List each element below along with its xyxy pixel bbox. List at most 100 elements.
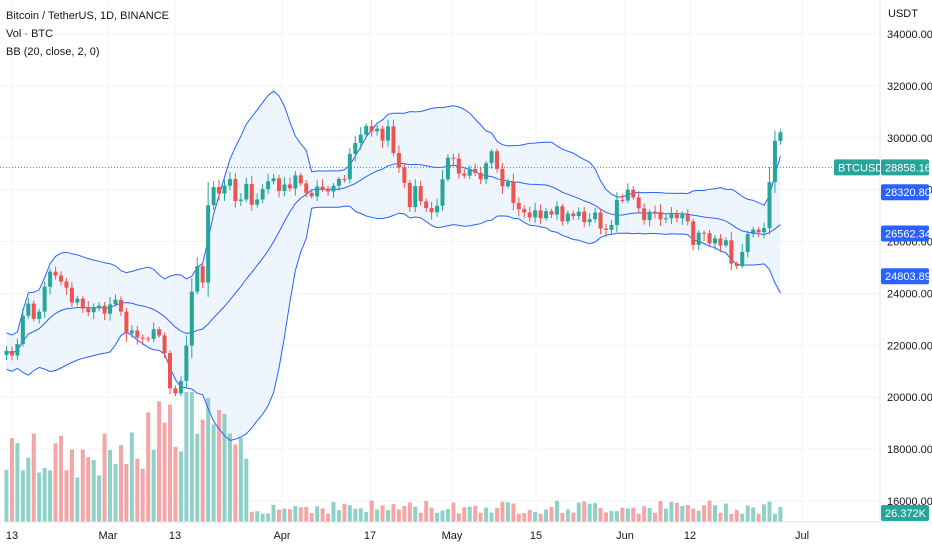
candle-body xyxy=(151,329,156,339)
time-axis[interactable]: 13 Mar 13 Apr 17 May 15 Jun 12 Jul xyxy=(6,530,809,542)
volume-bar xyxy=(636,513,641,522)
time-tick: Jul xyxy=(795,530,809,542)
candle-body xyxy=(598,212,603,229)
volume-bar xyxy=(26,457,31,522)
volume-bar xyxy=(435,512,440,522)
candle-body xyxy=(625,189,630,201)
candle-body xyxy=(772,140,777,183)
candle-body xyxy=(522,209,527,213)
volume-bar xyxy=(320,508,325,522)
candle-body xyxy=(549,211,554,215)
volume-bar xyxy=(674,502,679,522)
volume-bar xyxy=(336,510,341,522)
candle-body xyxy=(266,181,271,190)
volume-bar xyxy=(217,409,222,522)
candle-body xyxy=(396,153,401,168)
candle-body xyxy=(587,219,592,223)
candle-body xyxy=(762,228,767,233)
candle-body xyxy=(674,214,679,219)
candle-body xyxy=(97,305,102,308)
candle-body xyxy=(309,192,314,197)
candle-body xyxy=(527,212,532,218)
volume-bar xyxy=(663,508,668,522)
volume-bar xyxy=(495,507,499,522)
volume-bar xyxy=(729,513,734,522)
candle-body xyxy=(429,208,434,213)
candle-body xyxy=(680,214,685,219)
volume-bar xyxy=(680,505,685,522)
volume-bar xyxy=(162,422,167,522)
volume-bar xyxy=(255,511,260,522)
volume-bar xyxy=(685,505,690,522)
volume-bar xyxy=(527,509,532,522)
candle-body xyxy=(740,251,745,267)
candle-body xyxy=(342,179,347,181)
volume-bar xyxy=(620,507,625,522)
volume-bar xyxy=(195,433,200,522)
volume-bar xyxy=(331,502,336,522)
candle-body xyxy=(20,315,25,345)
volume-legend[interactable]: Vol · BTC xyxy=(6,28,54,40)
volume-bar xyxy=(347,505,352,522)
volume-bar xyxy=(631,507,636,522)
volume-bar xyxy=(222,413,227,522)
volume-bar xyxy=(642,506,647,522)
volume-bar xyxy=(31,433,36,522)
volume-bar xyxy=(614,511,619,522)
volume-bar xyxy=(227,433,232,522)
volume-bar xyxy=(168,404,172,522)
candle-body xyxy=(718,238,723,246)
candle-body xyxy=(331,185,336,192)
price-tick: 34000.00 xyxy=(887,29,932,41)
volume-bar xyxy=(593,503,598,522)
candle-body xyxy=(538,210,543,219)
candle-body xyxy=(80,298,85,309)
volume-bar xyxy=(391,504,396,522)
candle-body xyxy=(745,234,750,252)
candle-body xyxy=(15,344,20,356)
candle-body xyxy=(244,183,249,200)
candle-body xyxy=(189,291,194,346)
candle-body xyxy=(31,303,36,319)
volume-bar xyxy=(48,470,53,522)
candle-body xyxy=(456,158,461,174)
candle-body xyxy=(386,126,390,141)
candle-body xyxy=(713,238,717,244)
volume-bar xyxy=(609,510,614,522)
time-tick: 12 xyxy=(684,530,696,542)
volume-bar xyxy=(718,512,723,522)
volume-bar xyxy=(625,508,630,522)
volume-bar xyxy=(309,513,314,522)
candle-body xyxy=(238,199,243,202)
candle-body xyxy=(554,206,559,215)
candle-body xyxy=(168,353,172,389)
volume-bar xyxy=(576,502,581,522)
volume-bar xyxy=(282,508,287,522)
volume-bar xyxy=(277,509,281,522)
candle-body xyxy=(576,211,581,217)
candle-body xyxy=(593,212,598,220)
volume-bar xyxy=(266,513,271,522)
symbol-title[interactable]: Bitcoin / TetherUS, 1D, BINANCE xyxy=(6,10,170,22)
volume-bar xyxy=(473,505,478,522)
volume-bar xyxy=(37,472,42,522)
candle-body xyxy=(614,200,619,225)
candle-body xyxy=(756,229,761,233)
candle-body xyxy=(140,337,145,339)
time-tick: Apr xyxy=(273,530,290,542)
bb-legend[interactable]: BB (20, close, 2, 0) xyxy=(6,46,100,58)
candle-body xyxy=(42,286,47,312)
candle-body xyxy=(173,388,178,394)
candle-body xyxy=(162,335,167,354)
volume-bar xyxy=(418,512,423,522)
candle-body xyxy=(118,299,123,312)
candle-body xyxy=(424,201,429,209)
candle-body xyxy=(691,221,696,245)
candle-body xyxy=(211,187,216,206)
candle-body xyxy=(631,189,636,198)
volume-bar xyxy=(86,457,91,522)
volume-bar xyxy=(445,509,450,522)
volume-bar xyxy=(20,470,25,522)
